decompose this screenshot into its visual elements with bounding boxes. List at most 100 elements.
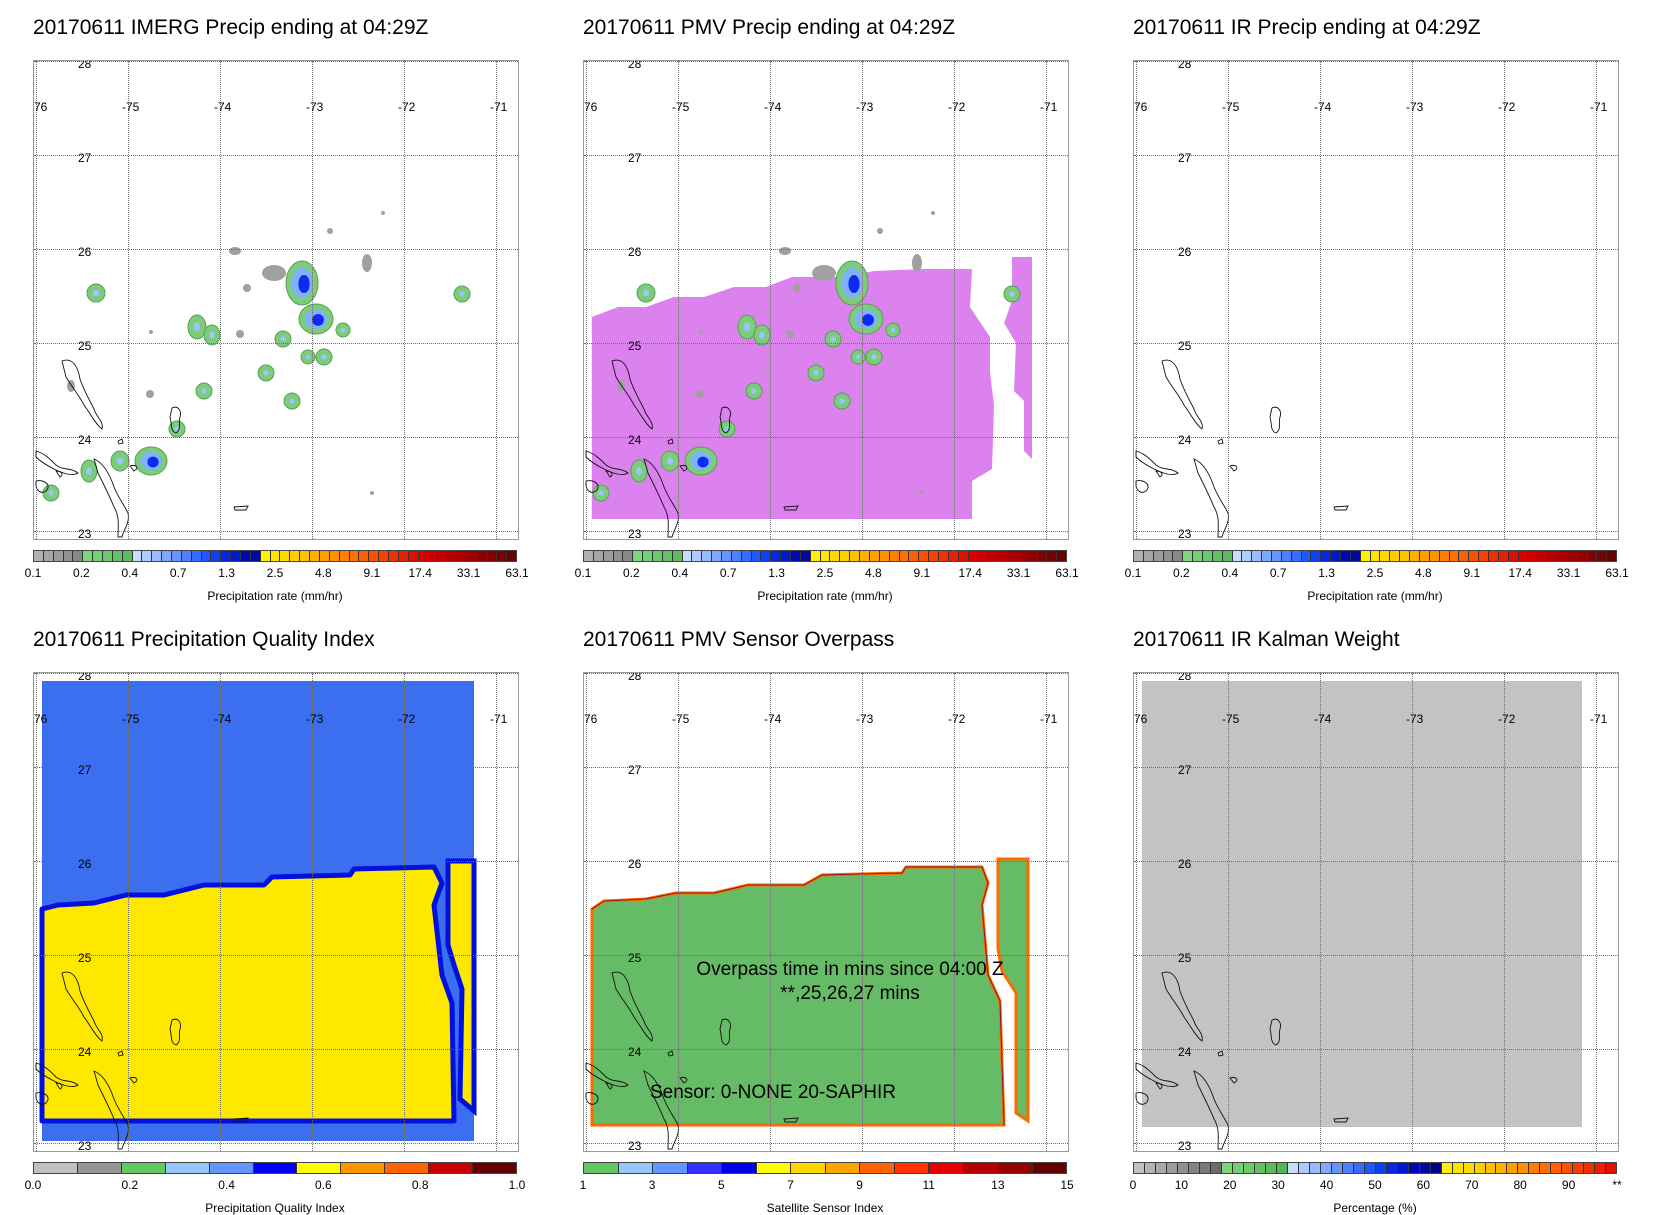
lat-label: 25 — [1178, 339, 1192, 353]
colorbar-segment — [1212, 551, 1223, 561]
map-field — [35, 681, 477, 1150]
gridline-lon — [1412, 673, 1413, 1151]
map-kalman-weight: -76 -75 -74 -73 -72 -71 28 27 26 25 24 23 — [1133, 672, 1619, 1152]
lon-label: -72 — [398, 712, 416, 726]
colorbar-segment — [761, 551, 772, 561]
lon-label: -73 — [1406, 712, 1424, 726]
colorbar-segment — [1562, 1163, 1574, 1173]
map-ir-precip: -76 -75 -74 -73 -72 -71 28 27 26 25 24 23 — [1133, 60, 1619, 540]
coastline — [1333, 1117, 1349, 1123]
lat-label: 23 — [628, 527, 642, 540]
lat-label: 27 — [1178, 763, 1192, 777]
colorbar-segment — [1057, 551, 1067, 561]
colorbar-segment — [603, 551, 614, 561]
colorbar-segment — [830, 551, 841, 561]
colorbar-segment — [507, 551, 517, 561]
colorbar-segment — [1199, 1163, 1211, 1173]
colorbar-tick-label: 4.8 — [1415, 566, 1432, 580]
colorbar-tick-label: 0.1 — [574, 566, 592, 580]
coastline — [605, 470, 613, 478]
colorbar-segment — [998, 551, 1008, 561]
lon-label: -72 — [1498, 712, 1516, 726]
colorbar-segment — [428, 551, 439, 561]
lat-label: 23 — [1178, 527, 1192, 540]
no-data-patch — [236, 330, 244, 338]
colorbar-tick-label: 17.4 — [958, 566, 982, 580]
coastline — [1333, 505, 1349, 511]
colorbar-tick-label: 0.2 — [623, 566, 640, 580]
colorbar-segment — [1177, 1163, 1189, 1173]
colorbar-segment — [948, 551, 959, 561]
colorbar-segment — [1221, 1163, 1233, 1173]
lat-label: 26 — [628, 245, 642, 259]
gridline-lat — [34, 155, 518, 156]
colorbar-segment — [165, 1163, 210, 1173]
rain-cell-core — [666, 457, 674, 465]
gridline-lat — [1134, 673, 1618, 674]
sensor-colorbar — [583, 1162, 1067, 1174]
colorbar-segment — [231, 551, 242, 561]
rain-cell-peak — [862, 314, 874, 326]
colorbar-segment — [1254, 1163, 1266, 1173]
precip-colorbar — [583, 550, 1067, 562]
colorbar-segment — [1134, 1163, 1145, 1173]
colorbar-segment — [1518, 1163, 1530, 1173]
lat-label: 28 — [628, 672, 642, 683]
coastline — [1155, 1082, 1163, 1090]
colorbar-segment — [1331, 551, 1342, 561]
rain-cell-core — [751, 388, 757, 394]
lon-label: -72 — [948, 100, 966, 114]
colorbar-segment — [1188, 1163, 1200, 1173]
colorbar-segment — [1607, 551, 1617, 561]
colorbar-segment — [1573, 1163, 1585, 1173]
gridline-lon — [770, 673, 771, 1151]
gridline-lat — [584, 673, 1068, 674]
gridline-lat — [34, 531, 518, 532]
lat-label: 24 — [628, 433, 642, 447]
gridline-lat — [1134, 437, 1618, 438]
lat-label: 24 — [628, 1045, 642, 1059]
gridline-lon — [1504, 61, 1505, 539]
colorbar-tick-label: 0.4 — [121, 566, 139, 580]
colorbar-segment — [1584, 1163, 1596, 1173]
colorbar-segment — [280, 551, 291, 561]
gridline-lat — [584, 343, 1068, 344]
colorbar-segment — [623, 551, 634, 561]
lat-label: 24 — [1178, 1045, 1192, 1059]
colorbar-segment — [477, 551, 488, 561]
colorbar-tick-label: 63.1 — [1605, 566, 1629, 580]
colorbar-segment — [1557, 551, 1568, 561]
colorbar-tick-label: 0.1 — [24, 566, 42, 580]
lon-label: -74 — [764, 100, 782, 114]
coastline — [679, 1077, 688, 1084]
rain-cell-core — [86, 466, 92, 476]
colorbar-tick-label: ** — [1612, 1178, 1622, 1192]
lon-label: -75 — [122, 100, 140, 114]
colorbar-segment — [968, 551, 979, 561]
coastline — [1217, 1050, 1224, 1057]
colorbar-tick-label: 40 — [1319, 1178, 1334, 1192]
colorbar-segment — [1528, 551, 1539, 561]
gridline-lon — [1228, 61, 1229, 539]
gridline-lat — [1134, 955, 1618, 956]
rain-cell-core — [743, 322, 751, 332]
rain-cell-core — [830, 336, 836, 342]
lon-label: -75 — [672, 100, 690, 114]
gridline-lat — [34, 1143, 518, 1144]
coastline — [233, 1117, 249, 1123]
coastline — [1193, 458, 1229, 538]
lon-label: -76 — [1133, 712, 1148, 726]
colorbar-segment — [162, 551, 173, 561]
colorbar-segment — [34, 551, 44, 561]
colorbar-tick-label: 33.1 — [1006, 566, 1031, 580]
colorbar-segment — [398, 551, 409, 561]
colorbar-segment — [467, 551, 478, 561]
colorbar-segment — [672, 551, 683, 561]
gridline-lon — [1596, 673, 1597, 1151]
colorbar-segment — [142, 551, 153, 561]
lon-label: -76 — [33, 712, 48, 726]
colorbar-segment — [1272, 551, 1282, 561]
no-data-patch — [149, 330, 153, 334]
coastline — [61, 359, 103, 430]
gridline-lon — [312, 673, 313, 1151]
